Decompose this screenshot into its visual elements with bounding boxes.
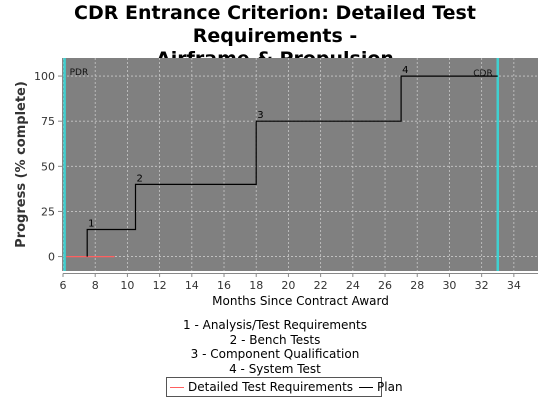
milestone-marker-3: 3: [257, 110, 263, 121]
y-tick-label: 50: [41, 160, 55, 173]
milestone-4: 4 - System Test: [229, 361, 321, 376]
y-tick-label: 25: [41, 205, 55, 218]
chart-canvas: 6 8 10 12 14 16 18 20 22 24 26 28 30 32 340255075100Mo…: [14, 58, 538, 308]
x-tick-label: 32: [475, 279, 489, 292]
x-tick-label: 26: [378, 279, 392, 292]
milestone-marker-2: 2: [136, 173, 142, 184]
x-tick-label: 20: [281, 279, 295, 292]
x-tick-label: 12: [153, 279, 167, 292]
chart-title-line-1: CDR Entrance Criterion: Detailed Test Re…: [74, 2, 476, 47]
x-tick-label: 28: [410, 279, 424, 292]
x-tick-label: 8: [92, 279, 99, 292]
y-axis-label: Progress (% complete): [14, 81, 29, 248]
milestone-3: 3 - Component Qualification: [190, 347, 360, 361]
plot-area: [63, 58, 538, 271]
x-axis-label: Months Since Contract Award: [212, 294, 389, 308]
x-tick-label: 6: [60, 279, 67, 292]
legend-item-plan: Plan: [359, 380, 403, 394]
x-tick-label: 34: [507, 279, 521, 292]
x-tick-label: 18: [249, 279, 263, 292]
legend-label-plan: Plan: [377, 380, 403, 394]
legend-label-detailed-test-requirements: Detailed Test Requirements: [188, 380, 354, 394]
x-tick-label: 30: [442, 279, 456, 292]
y-tick-label: 100: [34, 70, 55, 83]
legend-item-detailed-test-requirements: Detailed Test Requirements: [170, 380, 353, 394]
chart-legend: Detailed Test Requirements Plan: [166, 377, 403, 397]
milestone-1: 1 - Analysis/Test Requirements: [183, 318, 367, 332]
reference-label-cdr: CDR: [473, 69, 492, 79]
milestone-marker-4: 4: [402, 65, 408, 76]
y-tick-label: 0: [48, 251, 55, 264]
x-tick-label: 22: [314, 279, 328, 292]
milestone-list: 1 - Analysis/Test Requirements 2 - Bench…: [0, 318, 550, 376]
legend-swatch-plan: [359, 386, 374, 388]
milestone-marker-1: 1: [88, 218, 94, 229]
legend-swatch-detailed-test-requirements: [170, 386, 184, 388]
x-tick-label: 10: [120, 279, 134, 292]
reference-label-pdr: PDR: [70, 68, 89, 78]
series-line-plan: [86, 75, 498, 257]
x-tick-label: 14: [185, 279, 199, 292]
x-tick-label: 16: [217, 279, 231, 292]
y-tick-label: 75: [41, 115, 55, 128]
milestone-2: 2 - Bench Tests: [229, 332, 321, 347]
x-tick-label: 24: [346, 279, 360, 292]
